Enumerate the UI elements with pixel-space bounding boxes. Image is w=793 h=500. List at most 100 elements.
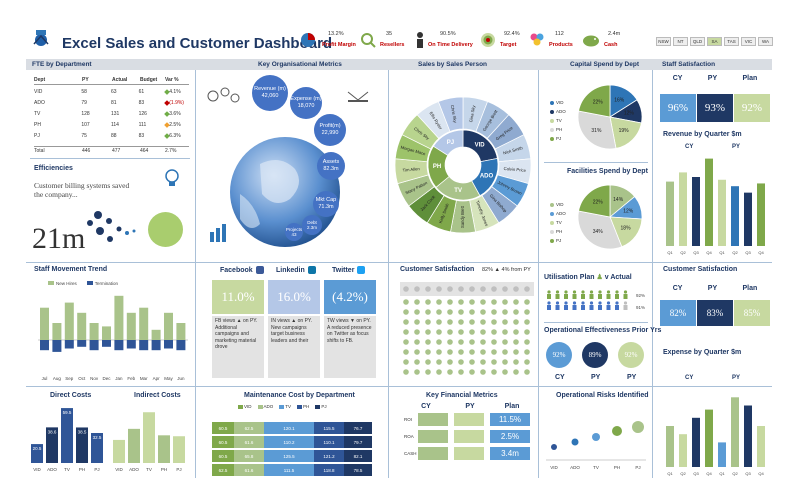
satisfaction-dot <box>425 309 431 315</box>
quarter-label: Q1 <box>719 250 725 255</box>
satisfaction-dot <box>447 309 453 315</box>
fte-cell: 83 <box>138 132 145 139</box>
legend-label: PH <box>556 229 563 234</box>
category-label: VID <box>115 467 123 472</box>
pie-value-label: 31% <box>591 128 602 134</box>
capital-legend: VID ADO TV PH PJ <box>550 98 566 143</box>
termination-bar <box>139 340 149 351</box>
region-button-vic[interactable]: VIC <box>741 37 756 46</box>
kpi-label: Resellers <box>380 42 405 48</box>
metric-bubble: Projects 43 <box>285 223 303 241</box>
hires-bar <box>164 312 173 340</box>
kpi-label: Profit Margin <box>322 42 356 48</box>
region-button-nsw[interactable]: NSW <box>656 37 671 46</box>
satisfaction-dot <box>502 319 508 325</box>
category-label: VID <box>33 467 41 472</box>
maintenance-cell: 110.1 <box>314 436 344 448</box>
social-name: Twitter <box>332 266 355 274</box>
quarter-bar <box>692 177 700 246</box>
legend-label: ADO <box>556 109 566 114</box>
utilisation-people-graphic <box>547 290 628 310</box>
maintenance-cell: 115.5 <box>314 422 344 434</box>
termination-bar <box>40 340 49 351</box>
satisfaction-dot <box>469 359 475 365</box>
quarter-bar <box>757 183 765 246</box>
risks-bubble-chart: VID ADO TV PH PJ <box>546 421 646 470</box>
hires-bar <box>176 323 186 340</box>
person-icon <box>589 301 594 305</box>
custsat-dot-grid <box>403 286 530 375</box>
category-label: ADO <box>129 467 139 472</box>
metric-label: Debt <box>307 220 317 225</box>
termination-bar <box>102 340 111 347</box>
region-button-tas[interactable]: TAS <box>724 37 739 46</box>
financial-plan-cell: 11.5% <box>490 413 530 426</box>
satisfaction-dot <box>513 349 519 355</box>
satisfaction-dot <box>513 369 519 375</box>
category-label: PH <box>161 467 167 472</box>
section-header-bar: FTE by Department Key Organisational Met… <box>26 59 772 70</box>
balloons-icon <box>530 33 544 46</box>
region-button-wa[interactable]: WA <box>758 37 773 46</box>
satisfaction-dot <box>513 329 519 335</box>
year-label: CY <box>685 144 693 150</box>
person-icon <box>564 290 568 294</box>
fte-cell: 126 <box>138 110 147 117</box>
satisfaction-dot <box>524 319 530 325</box>
facilities-legend: VID ADO TV PH PJ <box>550 200 566 245</box>
satisfaction-dot <box>436 319 442 325</box>
pie-value-label: 18% <box>621 226 632 232</box>
column-header: PY <box>82 77 89 83</box>
satisfaction-dot <box>491 299 497 305</box>
fte-cell: 6.3% <box>169 132 181 139</box>
satisfaction-dot <box>436 359 442 365</box>
region-button-nt[interactable]: NT <box>673 37 688 46</box>
termination-bar <box>151 340 161 351</box>
cost-bar <box>128 428 140 463</box>
satisfaction-dot <box>403 369 409 375</box>
satisfaction-dot <box>436 339 442 345</box>
section-title: Staff Satisfaction <box>662 61 716 68</box>
kpi-value: 2.4m <box>608 31 621 37</box>
satisfaction-dot <box>403 309 409 315</box>
quarter-bar <box>757 426 765 467</box>
category-label: PH <box>79 467 85 472</box>
sunburst-hole <box>446 148 480 182</box>
social-name: Facebook <box>220 266 253 274</box>
maintenance-row: 60.5 62.5 120.1 115.5 76.7 <box>212 422 372 434</box>
risk-category-label: TV <box>593 465 599 470</box>
satisfaction-dot <box>502 349 508 355</box>
financial-cy-cell <box>418 413 448 426</box>
category-label: TV <box>146 467 152 472</box>
fte-row: PJ 75 88 83 6.3% <box>34 130 189 141</box>
person-body <box>606 294 611 299</box>
region-button-qld[interactable]: QLD <box>690 37 705 46</box>
year-label: CY <box>685 375 693 381</box>
legend-swatch <box>550 136 554 141</box>
termination-bar <box>89 340 99 351</box>
satisfaction-dot <box>425 299 431 305</box>
satisfaction-dot <box>524 286 530 292</box>
facilities-pie-chart: 14% 12% 18% 34% 22% <box>577 184 643 250</box>
financial-header: PY <box>465 403 475 410</box>
column-header: Var % <box>165 77 179 83</box>
legend-swatch <box>550 238 554 243</box>
legend-swatch <box>550 202 554 207</box>
metric-bubble: Mkt Cap 71.3m <box>313 191 339 217</box>
quarter-bar <box>718 442 726 467</box>
person-icon <box>598 301 602 305</box>
quarter-bar <box>666 426 674 467</box>
satisfaction-dot <box>414 299 420 305</box>
termination-bar <box>52 340 62 352</box>
satisfaction-dot <box>469 286 475 292</box>
metric-bubble: Revenue (m) 42,060 <box>252 75 288 111</box>
section-title: Sales by Sales Person <box>418 61 488 68</box>
satisfaction-dot <box>524 359 530 365</box>
satisfaction-dot <box>513 286 519 292</box>
social-header: Facebook <box>220 266 264 274</box>
region-button-sa[interactable]: SA <box>707 37 722 46</box>
legend-label: TV <box>285 404 292 409</box>
satisfaction-dot <box>436 369 442 375</box>
maintenance-cell: 60.5 <box>212 422 234 434</box>
